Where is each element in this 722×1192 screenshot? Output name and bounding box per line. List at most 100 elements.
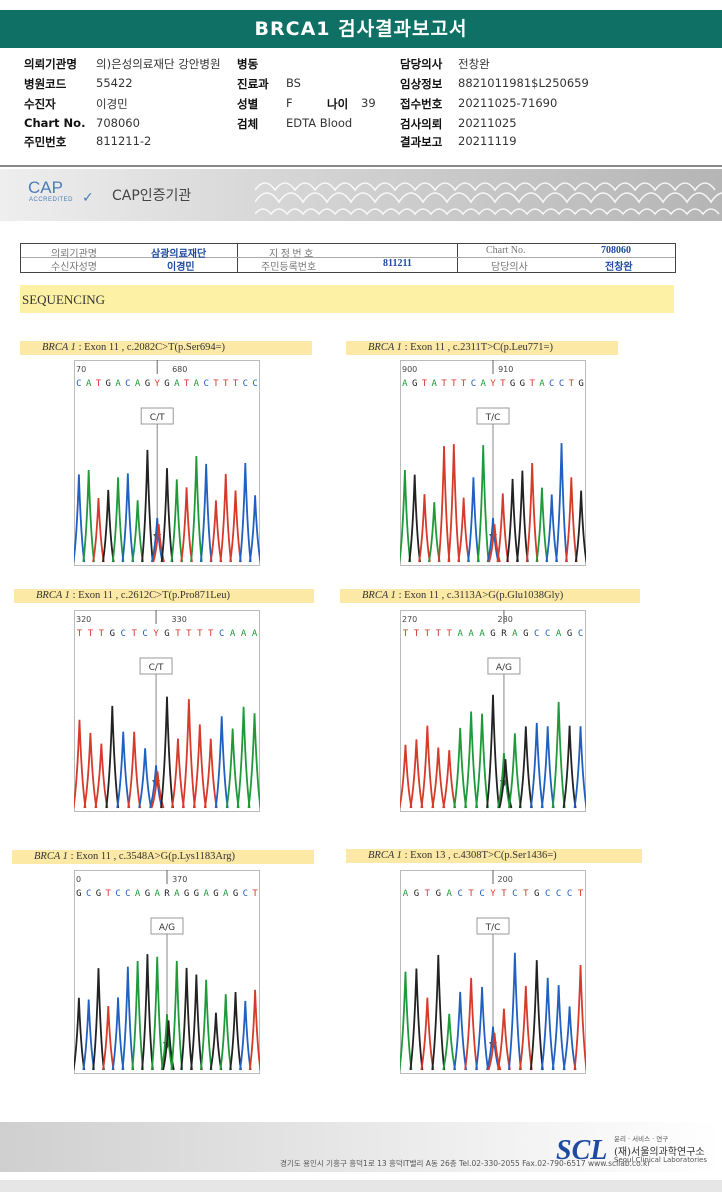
trace-peak	[497, 1008, 511, 1071]
gene-name: BRCA 1	[362, 590, 396, 601]
trace-peak	[562, 725, 577, 809]
base-call: T	[96, 379, 102, 389]
trace-peak	[131, 500, 144, 563]
base-call: G	[567, 629, 572, 639]
trace-peak	[562, 1006, 577, 1071]
base-call: R	[501, 629, 507, 639]
trace-peak	[138, 748, 153, 809]
request-label: 검사의뢰	[400, 117, 443, 131]
trace-peak	[181, 699, 196, 809]
cap-accredited: ACCREDITED	[29, 197, 74, 203]
trace-peak	[486, 517, 500, 563]
check-icon: ✓	[82, 190, 94, 206]
base-call: A	[135, 379, 141, 389]
resident-label: 주민번호	[24, 135, 67, 149]
cap-banner	[0, 169, 722, 221]
trace-peak	[219, 994, 233, 1071]
chart-key: Chart No.	[486, 245, 526, 256]
base-call: G	[436, 889, 441, 899]
trace-peak	[225, 728, 240, 809]
base-call: G	[145, 379, 150, 389]
rrn-val: 811211	[383, 258, 412, 269]
clinical-label: 임상정보	[400, 77, 443, 91]
inst-val: 삼광의료재단	[151, 249, 207, 260]
base-call: A	[480, 379, 486, 389]
base-call: T	[106, 889, 112, 899]
trace-peak	[121, 473, 135, 563]
trace-peak	[82, 999, 95, 1071]
trace-peak	[442, 750, 457, 809]
base-call: C	[549, 379, 554, 389]
chart-val: 708060	[601, 245, 631, 256]
base-call: G	[213, 889, 218, 899]
report-title: BRCA1 검사결과보고서	[0, 10, 722, 48]
base-call: G	[164, 629, 169, 639]
base-call: C	[86, 889, 91, 899]
request-value: 20211025	[458, 116, 517, 130]
base-call: G	[534, 889, 539, 899]
trace-peak	[239, 1000, 252, 1071]
age-value: 39	[361, 96, 376, 110]
base-call: T	[461, 379, 467, 389]
trace-peak	[506, 478, 519, 563]
trace-peak	[141, 954, 154, 1071]
trace-peak	[116, 731, 131, 809]
trace-peak	[418, 494, 431, 563]
base-call: T	[197, 629, 203, 639]
trace-peak	[420, 997, 435, 1071]
trace-peak	[518, 726, 533, 809]
trace-peak	[507, 733, 522, 809]
base-call: C	[556, 889, 561, 899]
base-call: T	[425, 889, 431, 899]
base-call: A	[194, 379, 200, 389]
trace-peak	[420, 725, 435, 809]
base-call: A	[479, 629, 485, 639]
sex-value: F	[286, 96, 293, 110]
trace-peak	[442, 1013, 457, 1071]
base-call: A	[230, 629, 236, 639]
trace-peak	[190, 456, 203, 563]
base-call: T	[77, 629, 83, 639]
base-call: T	[422, 379, 428, 389]
trace-peak	[496, 493, 510, 563]
base-call: A	[512, 629, 518, 639]
trace-peak	[209, 500, 223, 563]
trace-peak	[486, 694, 500, 809]
trace-peak	[160, 696, 174, 809]
base-call: T	[186, 629, 192, 639]
trace-peak	[94, 743, 109, 809]
trace-peak	[453, 991, 468, 1071]
base-call: C	[471, 379, 476, 389]
trace-peak	[74, 474, 86, 563]
base-call: A	[432, 379, 438, 389]
patient-label: 수진자	[24, 97, 56, 111]
trace-peak	[545, 494, 559, 563]
trace-peak	[525, 462, 539, 563]
position-label: 900	[402, 365, 417, 374]
trace-peak	[431, 747, 446, 809]
specimen-label: 검체	[237, 117, 259, 131]
trace-peak	[540, 726, 555, 809]
trace-peak	[574, 490, 586, 563]
base-call: G	[194, 889, 199, 899]
position-label: 910	[498, 365, 513, 374]
position-label: 200	[498, 875, 513, 884]
trace-peak	[160, 1014, 174, 1071]
trace-peak	[229, 992, 242, 1071]
variant-call: C/T	[149, 663, 164, 673]
base-call: T	[208, 629, 214, 639]
trace-peak	[573, 726, 586, 809]
base-call: A	[86, 379, 92, 389]
trace-peak	[170, 960, 184, 1071]
trace-peak	[74, 997, 86, 1071]
trace-peak	[408, 474, 421, 563]
trace-peak	[199, 463, 213, 563]
hospcode-label: 병원코드	[24, 77, 67, 91]
hospcode-value: 55422	[96, 76, 133, 90]
trace-peak	[248, 989, 260, 1071]
trace-peak	[529, 722, 544, 809]
base-call: T	[447, 629, 453, 639]
trace-peak	[467, 477, 480, 563]
base-call: C	[125, 379, 130, 389]
